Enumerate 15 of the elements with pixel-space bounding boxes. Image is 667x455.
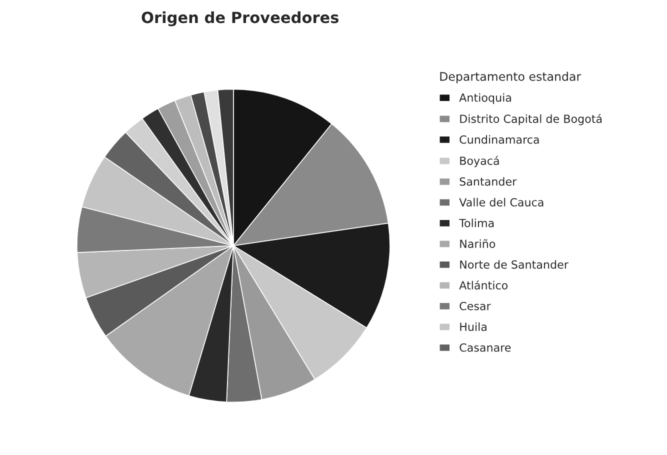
legend-label: Nariño xyxy=(460,239,496,248)
legend-title: Departamento estandar xyxy=(440,72,582,84)
legend-label: Distrito Capital de Bogotá xyxy=(460,114,602,126)
legend-label: Boyacá xyxy=(460,156,499,168)
legend-label: Norte de Santander xyxy=(460,260,568,269)
legend-label: Atlántico xyxy=(459,280,508,290)
legend-label: Antioquia xyxy=(459,93,511,104)
legend-label: Santander xyxy=(460,177,517,186)
legend-label: Cesar xyxy=(460,302,491,310)
legend-label: Tolima xyxy=(459,218,494,228)
legend-label: Huila xyxy=(460,322,486,331)
legend-label: Cundinamarca xyxy=(460,135,539,144)
chart-title: Origen de Proveedores xyxy=(142,11,338,26)
legend-label: Valle del Cauca xyxy=(459,198,544,206)
legend-label: Casanare xyxy=(460,343,511,352)
